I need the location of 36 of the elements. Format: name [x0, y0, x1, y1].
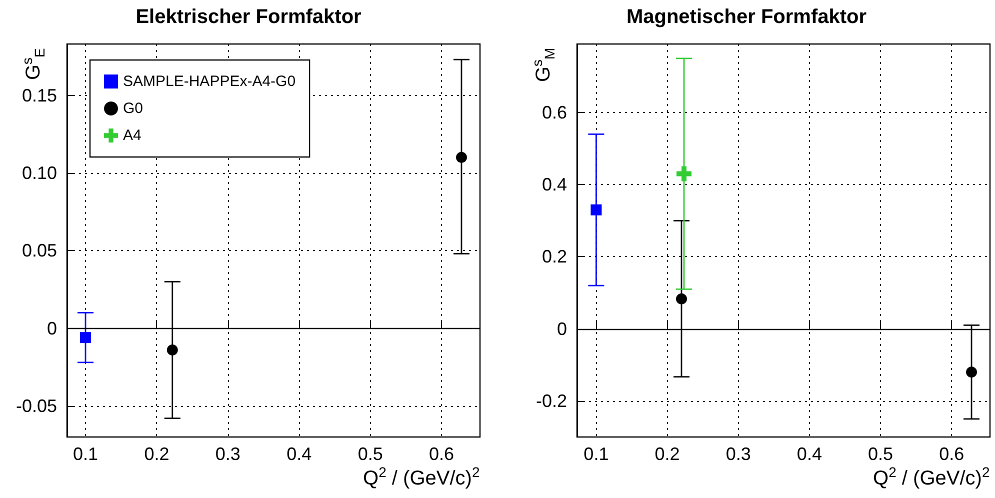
- x-tick-label: 0.4: [796, 444, 822, 464]
- chart-title: Magnetischer Formfaktor: [626, 6, 867, 28]
- y-tick-label: 0: [46, 318, 57, 338]
- point: [590, 204, 602, 216]
- y-tick-label: 0.6: [542, 102, 567, 123]
- point: [166, 344, 178, 356]
- point: [80, 332, 92, 344]
- x-tick-label: 0.6: [429, 444, 454, 464]
- legend-label: SAMPLE-HAPPEx-A4-G0: [123, 73, 296, 90]
- x-tick-label: 0.5: [358, 444, 383, 464]
- legend-label: G0: [123, 100, 144, 117]
- x-tick-label: 0.5: [868, 444, 894, 464]
- x-tick-label: 0.3: [215, 444, 240, 464]
- point: [456, 152, 467, 163]
- chart-title: Elektrischer Formfaktor: [136, 6, 362, 28]
- point: [676, 166, 692, 182]
- y-tick-label: 0: [556, 318, 567, 339]
- point: [966, 366, 978, 378]
- x-tick-label: 0.2: [654, 444, 680, 464]
- y-tick-label: 0.15: [22, 85, 57, 106]
- y-tick-label: -0.05: [16, 396, 57, 416]
- x-tick-label: 0.1: [584, 444, 609, 464]
- x-axis-title: Q$^{2}$ / (GeV/c)$^{2}$: [873, 464, 990, 491]
- y-tick-label: 0.4: [542, 174, 567, 195]
- x-tick-label: 0.4: [286, 444, 312, 464]
- y-tick-label: 0.2: [542, 246, 567, 267]
- y-tick-label: -0.2: [536, 390, 567, 411]
- legend-label: A4: [123, 127, 142, 144]
- y-tick-label: 0.10: [22, 162, 57, 183]
- point: [676, 293, 687, 304]
- y-tick-label: 0.05: [22, 240, 57, 261]
- x-tick-label: 0.1: [73, 444, 98, 464]
- x-tick-label: 0.2: [144, 444, 170, 464]
- x-tick-label: 0.3: [726, 444, 751, 464]
- x-axis-title: Q$^{2}$ / (GeV/c)$^{2}$: [363, 464, 480, 491]
- x-tick-label: 0.6: [939, 444, 964, 464]
